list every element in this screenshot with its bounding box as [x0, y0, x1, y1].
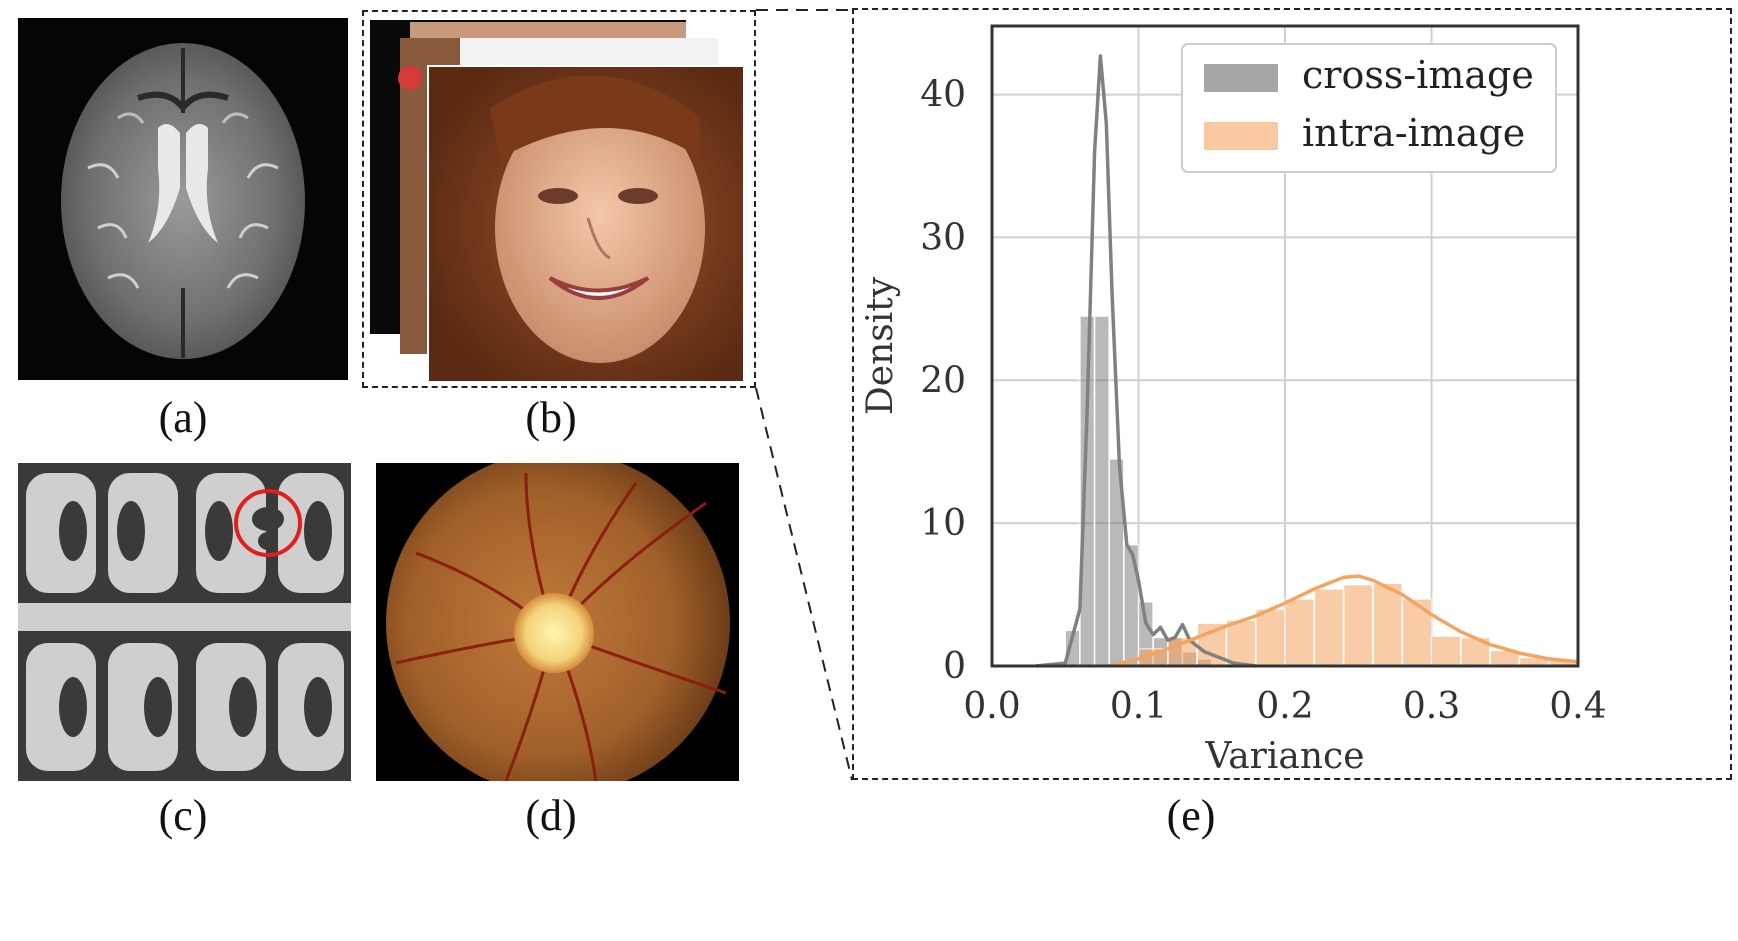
- caption-a: (a): [158, 393, 208, 442]
- chart-bars: [1064, 315, 1579, 667]
- histogram-bar-intra-image: [1430, 635, 1462, 667]
- face-stack-image: [370, 20, 745, 383]
- chart-legend: cross-image intra-image: [1181, 43, 1557, 173]
- histogram-bar-intra-image: [1225, 619, 1257, 667]
- chart-kde-lines: [1035, 54, 1579, 668]
- plot-frame: [990, 24, 1580, 668]
- defect-circle: [234, 489, 302, 557]
- histogram-bar-cross-image: [1093, 315, 1110, 667]
- x-tick-label: 0.3: [1403, 686, 1460, 727]
- panel-b-face-stack: [370, 18, 750, 384]
- panel-b-frame: [362, 10, 756, 388]
- y-tick-label: 20: [920, 360, 966, 401]
- panel-a-brain-mri: [18, 18, 348, 380]
- kde-line-intra-image: [1108, 574, 1579, 668]
- y-tick-label: 10: [920, 503, 966, 544]
- legend-swatch-cross-image: [1204, 64, 1278, 92]
- histogram-bar-intra-image: [1401, 598, 1433, 667]
- histogram-bar-intra-image: [1254, 608, 1286, 667]
- caption-d: (d): [525, 791, 577, 840]
- caption-b: (b): [525, 393, 577, 442]
- kde-line-cross-image: [1035, 54, 1256, 668]
- brain-mri-image: [18, 18, 348, 380]
- x-tick-label: 0.4: [1549, 686, 1606, 727]
- y-tick-label: 40: [920, 75, 966, 116]
- optic-disc: [514, 593, 594, 673]
- microscopy-image: [18, 463, 351, 781]
- x-tick-label: 0.2: [1256, 686, 1313, 727]
- y-tick-label: 0: [943, 646, 966, 687]
- histogram-bar-intra-image: [1372, 582, 1403, 667]
- y-tick-label: 30: [920, 217, 966, 258]
- panel-d-fundus: [376, 451, 739, 795]
- x-tick-label: 0.1: [1110, 686, 1167, 727]
- chart-tick-labels: 0.0 0.1 0.2 0.3 0.4 0 10 20 30 40: [920, 75, 1606, 727]
- histogram-bar-intra-image: [1342, 583, 1374, 667]
- caption-e: (e): [1166, 791, 1216, 840]
- legend-label-intra-image: intra-image: [1302, 111, 1525, 155]
- histogram-bar-cross-image: [1123, 543, 1140, 667]
- variance-density-chart: 0.0 0.1 0.2 0.3 0.4 0 10 20 30 40 Variance Densit…: [860, 24, 1607, 777]
- legend-swatch-intra-image: [1204, 122, 1278, 150]
- y-axis-label: Density: [860, 276, 901, 415]
- panel-e-chart: 0.0 0.1 0.2 0.3 0.4 0 10 20 30 40 Variance Densit…: [852, 8, 1732, 780]
- histogram-bar-intra-image: [1284, 598, 1316, 667]
- histogram-bar-intra-image: [1313, 588, 1345, 667]
- panel-e-frame: [852, 8, 1732, 780]
- x-tick-label: 0.0: [963, 686, 1020, 727]
- fundus-image: [376, 451, 739, 795]
- caption-c: (c): [158, 791, 208, 840]
- x-axis-label: Variance: [1205, 736, 1365, 777]
- legend-label-cross-image: cross-image: [1302, 53, 1534, 97]
- panel-c-microscopy: [18, 463, 351, 781]
